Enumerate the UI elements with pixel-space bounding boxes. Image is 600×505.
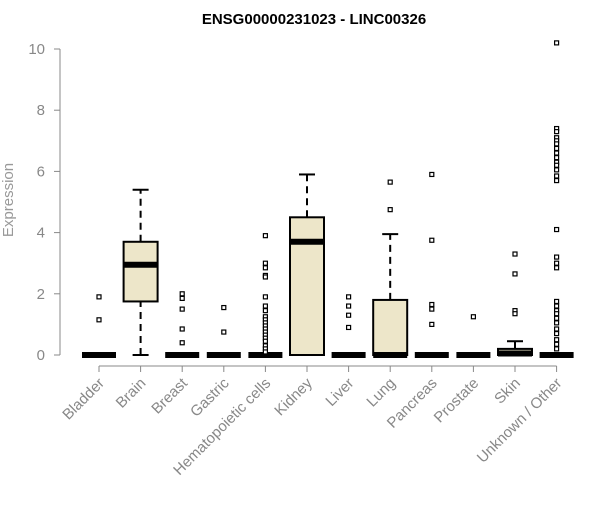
outlier-point xyxy=(553,341,560,347)
y-tick-label: 6 xyxy=(37,163,45,180)
outlier-point xyxy=(221,329,227,335)
y-tick-label: 2 xyxy=(37,286,45,303)
outlier-point xyxy=(553,303,560,309)
outlier-point xyxy=(387,179,393,185)
box-group xyxy=(82,294,116,358)
outlier-point xyxy=(346,294,352,300)
outlier-point xyxy=(553,298,560,305)
outlier-point xyxy=(179,306,185,312)
y-tick-label: 0 xyxy=(37,347,45,364)
outlier-point xyxy=(262,303,268,309)
outlier-point xyxy=(346,303,352,309)
box-group xyxy=(248,233,283,358)
outlier-point xyxy=(553,260,560,266)
outlier-point xyxy=(553,177,560,184)
box-group xyxy=(331,294,366,358)
outlier-point xyxy=(262,260,268,266)
outlier-point xyxy=(262,308,268,314)
outlier-point xyxy=(553,150,560,156)
x-tick-label: Kidney xyxy=(271,374,316,419)
outlier-point xyxy=(179,295,185,301)
x-tick-label: Lung xyxy=(363,375,399,411)
outlier-point xyxy=(429,171,435,178)
outlier-point xyxy=(553,311,560,317)
outlier-point xyxy=(96,294,102,300)
box-group xyxy=(414,171,449,358)
box-group xyxy=(456,314,491,358)
outlier-point xyxy=(553,155,560,161)
outlier-point xyxy=(553,326,560,332)
outlier-point xyxy=(512,271,518,277)
outlier-point xyxy=(387,207,393,213)
x-tick-label: Breast xyxy=(148,374,191,417)
outlier-point xyxy=(553,337,560,343)
outlier-point xyxy=(96,317,102,323)
y-tick-label: 8 xyxy=(37,102,45,119)
outlier-point xyxy=(179,326,185,332)
outlier-point xyxy=(429,237,435,243)
outlier-point xyxy=(553,315,560,321)
box-group xyxy=(497,251,533,357)
outlier-point xyxy=(553,173,560,179)
outlier-point xyxy=(221,304,227,311)
outlier-point xyxy=(553,167,560,173)
outlier-point xyxy=(553,254,560,260)
outlier-point xyxy=(553,141,560,147)
x-tick-label: Prostate xyxy=(431,375,483,427)
box-group xyxy=(165,291,200,358)
outlier-point xyxy=(262,274,268,280)
box-group xyxy=(206,304,241,358)
outlier-point xyxy=(262,265,268,271)
outlier-point xyxy=(470,314,476,320)
outlier-point xyxy=(346,324,352,331)
box-iqr xyxy=(122,240,159,303)
y-tick-label: 10 xyxy=(28,41,45,58)
outlier-point xyxy=(429,301,435,308)
outlier-point xyxy=(553,330,560,337)
outlier-point xyxy=(512,311,518,317)
x-tick-label: Skin xyxy=(491,375,524,408)
chart-title: ENSG00000231023 - LINC00326 xyxy=(202,11,426,28)
outlier-point xyxy=(179,291,185,297)
outlier-point xyxy=(553,226,560,233)
outlier-point xyxy=(429,321,435,327)
outlier-point xyxy=(262,338,268,344)
box-iqr xyxy=(289,216,325,356)
outlier-point xyxy=(553,145,560,152)
outlier-point xyxy=(553,320,560,326)
outlier-point xyxy=(262,349,268,355)
boxes xyxy=(82,40,574,358)
outlier-point xyxy=(346,312,352,318)
outlier-point xyxy=(553,265,560,271)
x-tick-label: Bladder xyxy=(59,375,108,424)
y-tick-label: 4 xyxy=(37,225,45,242)
box-iqr xyxy=(372,298,409,357)
x-tick-label: Liver xyxy=(322,375,357,410)
outlier-point xyxy=(553,129,560,135)
outlier-point xyxy=(512,251,518,257)
outlier-point xyxy=(553,346,560,352)
box-group xyxy=(289,173,325,356)
box-group xyxy=(122,188,159,356)
outlier-point xyxy=(429,306,435,312)
x-tick-label: Brain xyxy=(113,375,150,412)
box-group xyxy=(539,40,574,358)
outlier-point xyxy=(179,340,185,346)
outlier-point xyxy=(262,294,268,300)
y-axis-label: Expression xyxy=(0,163,17,237)
outlier-point xyxy=(262,233,268,239)
outlier-point xyxy=(553,40,560,46)
outlier-point xyxy=(553,162,560,168)
box-group xyxy=(372,179,409,358)
